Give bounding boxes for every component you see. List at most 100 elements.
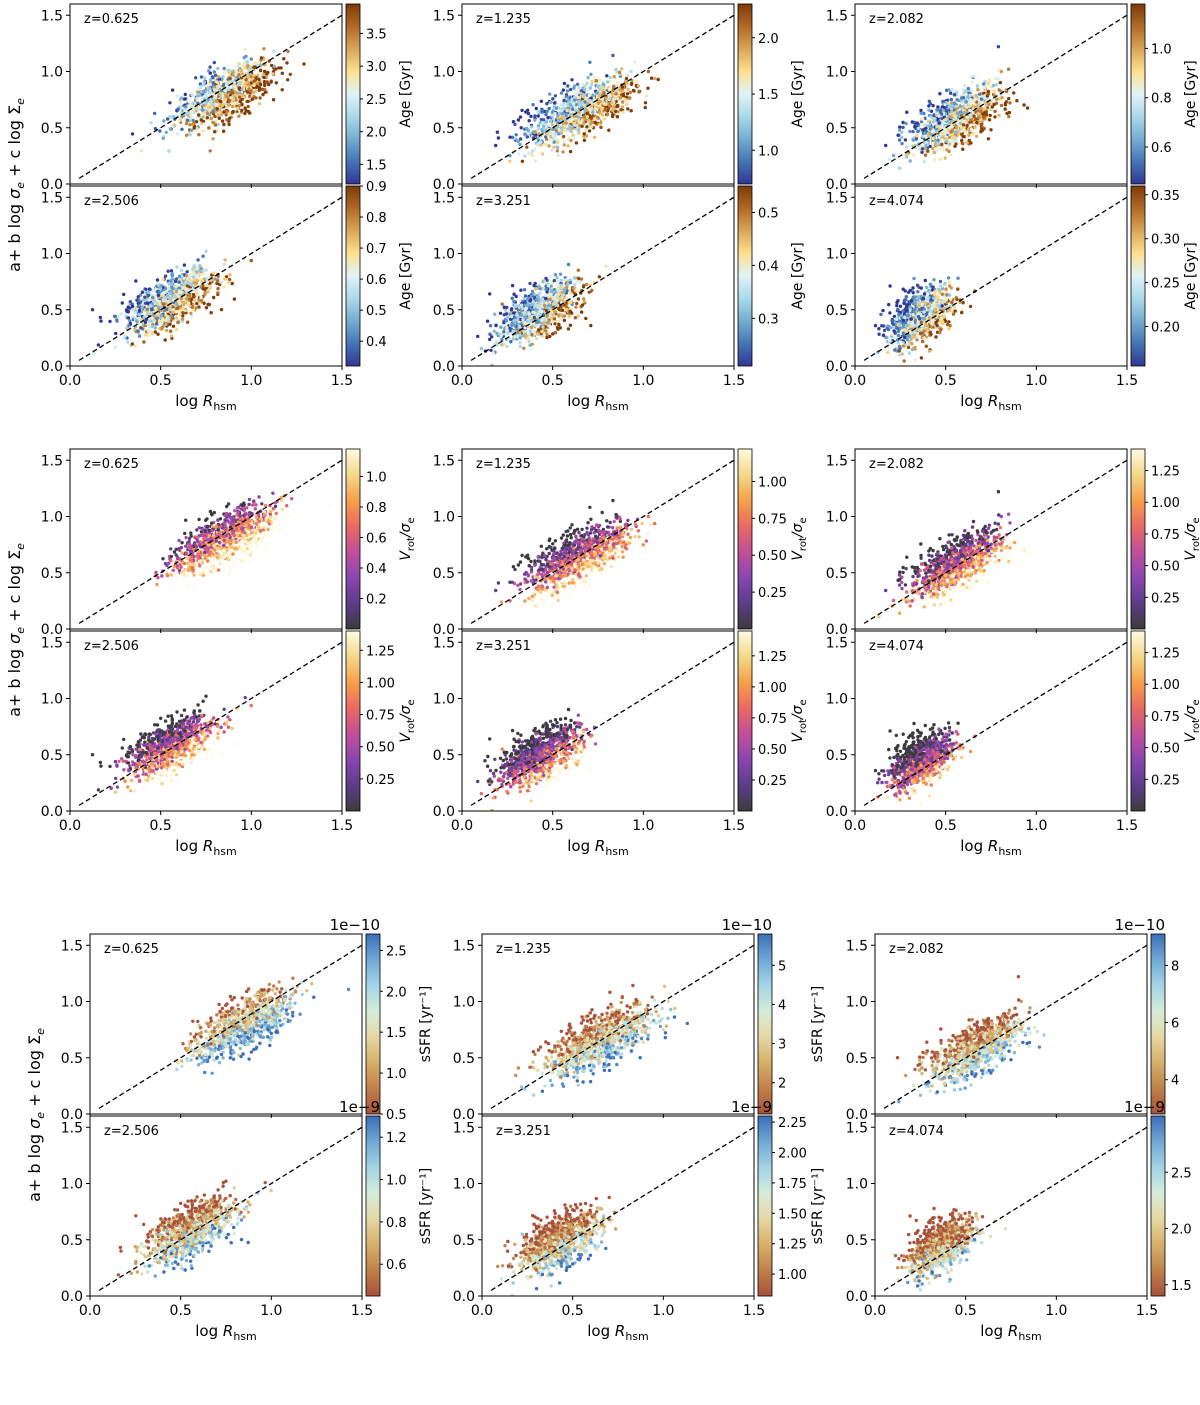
- data-point: [596, 98, 601, 103]
- data-point: [954, 130, 958, 134]
- data-point: [614, 92, 618, 96]
- data-point: [575, 301, 579, 306]
- data-point: [892, 314, 897, 319]
- data-point: [620, 105, 625, 109]
- data-point: [932, 151, 937, 155]
- x-axis-label: log Rhsm: [175, 392, 237, 413]
- data-point: [558, 316, 563, 320]
- data-point: [555, 149, 559, 153]
- data-point: [594, 79, 599, 83]
- data-point: [532, 315, 536, 320]
- data-point: [602, 91, 606, 95]
- data-point: [588, 60, 592, 64]
- data-point: [593, 120, 597, 125]
- data-point: [551, 332, 555, 336]
- data-point: [302, 62, 306, 66]
- x-tick-label: 1.5: [723, 373, 745, 389]
- data-point: [933, 119, 937, 123]
- data-point: [969, 141, 973, 145]
- data-point: [947, 88, 951, 92]
- y-tick-label: 0.5: [826, 121, 848, 137]
- data-point: [580, 89, 584, 93]
- data-point: [250, 97, 255, 101]
- data-point: [938, 290, 942, 295]
- data-point: [547, 106, 551, 111]
- data-point: [123, 334, 127, 338]
- data-point: [196, 117, 200, 121]
- data-point: [944, 101, 949, 105]
- data-point: [247, 68, 251, 72]
- colorbar-tick-label: 3.0: [366, 60, 387, 75]
- data-point: [211, 120, 215, 125]
- data-point: [897, 166, 902, 170]
- data-point: [205, 280, 210, 284]
- data-point: [137, 308, 142, 313]
- data-point: [190, 93, 194, 97]
- data-point: [514, 133, 518, 137]
- data-point: [161, 277, 165, 282]
- data-point: [134, 279, 138, 283]
- data-point: [541, 280, 545, 284]
- data-point: [533, 130, 537, 134]
- data-point: [646, 69, 651, 74]
- data-point: [917, 147, 921, 151]
- data-point: [904, 121, 908, 126]
- data-point: [529, 298, 533, 302]
- data-point: [510, 296, 514, 300]
- data-point: [956, 121, 960, 126]
- data-point: [548, 304, 552, 308]
- data-point: [956, 276, 960, 280]
- data-point: [959, 129, 963, 133]
- data-point: [524, 312, 528, 316]
- data-point: [169, 279, 173, 283]
- data-point: [507, 337, 511, 341]
- data-point: [568, 280, 573, 285]
- data-point: [115, 319, 119, 323]
- data-point: [656, 77, 660, 82]
- data-point: [185, 297, 189, 301]
- data-point: [530, 153, 534, 157]
- y-tick-label: 0.5: [41, 303, 63, 319]
- data-point: [184, 280, 188, 284]
- data-point: [558, 272, 563, 276]
- data-point: [490, 335, 494, 339]
- y-tick-label: 1.0: [41, 65, 63, 81]
- data-point: [234, 68, 238, 73]
- data-point: [938, 279, 943, 284]
- data-point: [1022, 103, 1026, 107]
- data-point: [131, 308, 135, 312]
- data-point: [215, 279, 220, 283]
- data-point: [541, 321, 546, 326]
- data-point: [500, 302, 504, 306]
- data-point: [536, 320, 540, 324]
- data-point: [916, 129, 920, 133]
- data-point: [607, 128, 611, 132]
- data-point: [183, 308, 188, 313]
- data-point: [969, 89, 974, 93]
- data-point: [145, 307, 149, 312]
- data-point: [168, 304, 172, 308]
- data-point: [536, 110, 540, 114]
- data-point: [169, 269, 174, 273]
- data-point: [564, 95, 569, 99]
- data-point: [136, 304, 140, 309]
- data-point: [512, 292, 516, 296]
- data-point: [637, 90, 641, 94]
- data-point: [628, 90, 633, 95]
- data-point: [919, 356, 924, 360]
- data-point: [572, 136, 576, 140]
- data-point: [212, 271, 216, 275]
- data-point: [510, 307, 514, 311]
- data-point: [515, 313, 519, 317]
- data-point: [513, 122, 517, 127]
- data-point: [540, 318, 544, 322]
- data-point: [997, 113, 1001, 118]
- data-point: [154, 287, 158, 291]
- data-point: [202, 80, 207, 84]
- data-point: [194, 120, 199, 124]
- data-point: [198, 82, 202, 86]
- data-point: [569, 126, 573, 131]
- data-point: [611, 97, 615, 102]
- data-point: [949, 115, 953, 120]
